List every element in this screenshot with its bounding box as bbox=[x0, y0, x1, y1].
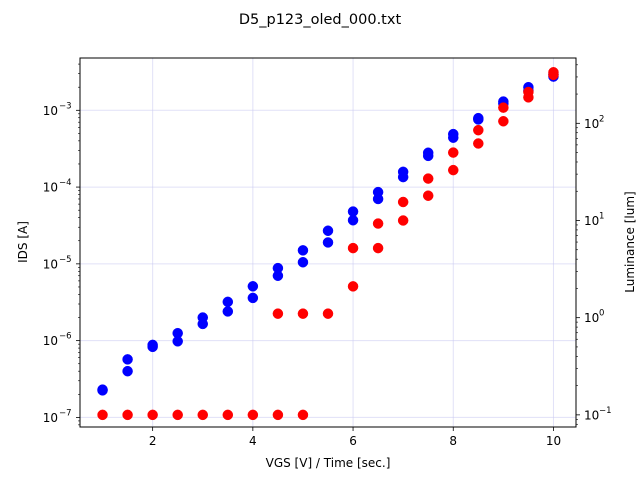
y-left-tick-exponent: −6 bbox=[59, 332, 72, 342]
y-left-tick-exponent: −3 bbox=[59, 101, 72, 111]
data-points bbox=[97, 67, 559, 421]
ids-point bbox=[122, 365, 133, 377]
ids-point bbox=[422, 150, 434, 162]
luminance-point bbox=[422, 190, 434, 201]
luminance-point bbox=[473, 138, 484, 149]
luminance-point bbox=[422, 173, 434, 184]
luminance-point bbox=[122, 409, 133, 421]
ids-point bbox=[222, 306, 234, 317]
luminance-point bbox=[297, 308, 309, 319]
ids-point bbox=[247, 281, 259, 292]
y-left-axis-label: IDS [A] bbox=[16, 221, 30, 263]
ids-point bbox=[297, 245, 309, 256]
x-tick-label: 2 bbox=[149, 434, 157, 448]
ids-point bbox=[272, 270, 284, 281]
ids-point bbox=[372, 193, 384, 205]
ids-point bbox=[448, 132, 459, 143]
x-tick-label: 4 bbox=[249, 434, 257, 448]
ids-point bbox=[147, 341, 158, 353]
luminance-point bbox=[523, 86, 534, 98]
luminance-point bbox=[498, 102, 509, 113]
y-left-tick-exponent: −5 bbox=[59, 255, 72, 265]
ids-point bbox=[473, 114, 484, 125]
grid bbox=[80, 58, 576, 427]
y-left-axis-ticks: 10−710−610−510−410−3 bbox=[43, 63, 80, 426]
luminance-point bbox=[372, 242, 384, 254]
luminance-point bbox=[97, 409, 108, 421]
luminance-point bbox=[147, 409, 158, 421]
luminance-point bbox=[397, 196, 409, 208]
y-left-tick-label: 10 bbox=[43, 181, 58, 195]
y-left-tick-label: 10 bbox=[43, 334, 58, 348]
ids-point bbox=[247, 292, 259, 304]
luminance-point bbox=[272, 308, 284, 319]
y-left-tick-label: 10 bbox=[43, 104, 58, 118]
ids-point bbox=[297, 256, 309, 268]
x-tick-label: 10 bbox=[546, 434, 561, 448]
luminance-point bbox=[372, 218, 384, 229]
luminance-point bbox=[548, 67, 559, 78]
y-left-tick-exponent: −4 bbox=[59, 178, 72, 188]
luminance-point bbox=[347, 281, 359, 292]
y-left-tick-label: 10 bbox=[43, 411, 58, 425]
ids-point bbox=[97, 385, 108, 396]
luminance-point bbox=[322, 308, 334, 319]
y-right-tick-exponent: −1 bbox=[599, 406, 612, 416]
y-right-tick-label: 10 bbox=[584, 214, 599, 228]
y-right-tick-exponent: 0 bbox=[599, 309, 604, 319]
ids-point bbox=[222, 296, 234, 308]
ids-point bbox=[122, 354, 133, 365]
y-right-axis-label: Luminance [lum] bbox=[623, 191, 637, 292]
x-tick-label: 6 bbox=[349, 434, 357, 448]
luminance-point bbox=[197, 409, 208, 421]
ids-point bbox=[322, 225, 334, 236]
luminance-point bbox=[498, 116, 509, 127]
luminance-point bbox=[172, 409, 183, 421]
x-tick-label: 8 bbox=[449, 434, 457, 448]
ids-point bbox=[172, 336, 183, 347]
y-right-tick-label: 10 bbox=[584, 311, 599, 325]
luminance-point bbox=[272, 409, 284, 421]
x-axis-label: VGS [V] / Time [sec.] bbox=[266, 456, 391, 470]
plot-frame bbox=[79, 57, 577, 428]
y-right-tick-label: 10 bbox=[584, 117, 599, 131]
luminance-point bbox=[247, 409, 259, 421]
luminance-point bbox=[222, 409, 234, 421]
ids-point bbox=[322, 237, 334, 248]
luminance-point bbox=[448, 147, 459, 158]
y-left-tick-label: 10 bbox=[43, 257, 58, 271]
luminance-point bbox=[347, 242, 359, 254]
ids-point bbox=[197, 318, 208, 330]
x-axis-ticks: 2 4 6 8 10 bbox=[149, 427, 561, 448]
ids-point bbox=[397, 171, 409, 183]
luminance-point bbox=[473, 124, 484, 136]
luminance-point bbox=[397, 215, 409, 226]
y-right-tick-exponent: 2 bbox=[599, 114, 604, 124]
y-right-tick-label: 10 bbox=[584, 408, 599, 422]
y-right-tick-exponent: 1 bbox=[599, 211, 604, 221]
luminance-point bbox=[297, 409, 309, 421]
y-left-tick-exponent: −7 bbox=[59, 408, 72, 418]
chart-title: D5_p123_oled_000.txt bbox=[239, 12, 402, 28]
luminance-point bbox=[448, 164, 459, 176]
ids-point bbox=[347, 214, 359, 226]
